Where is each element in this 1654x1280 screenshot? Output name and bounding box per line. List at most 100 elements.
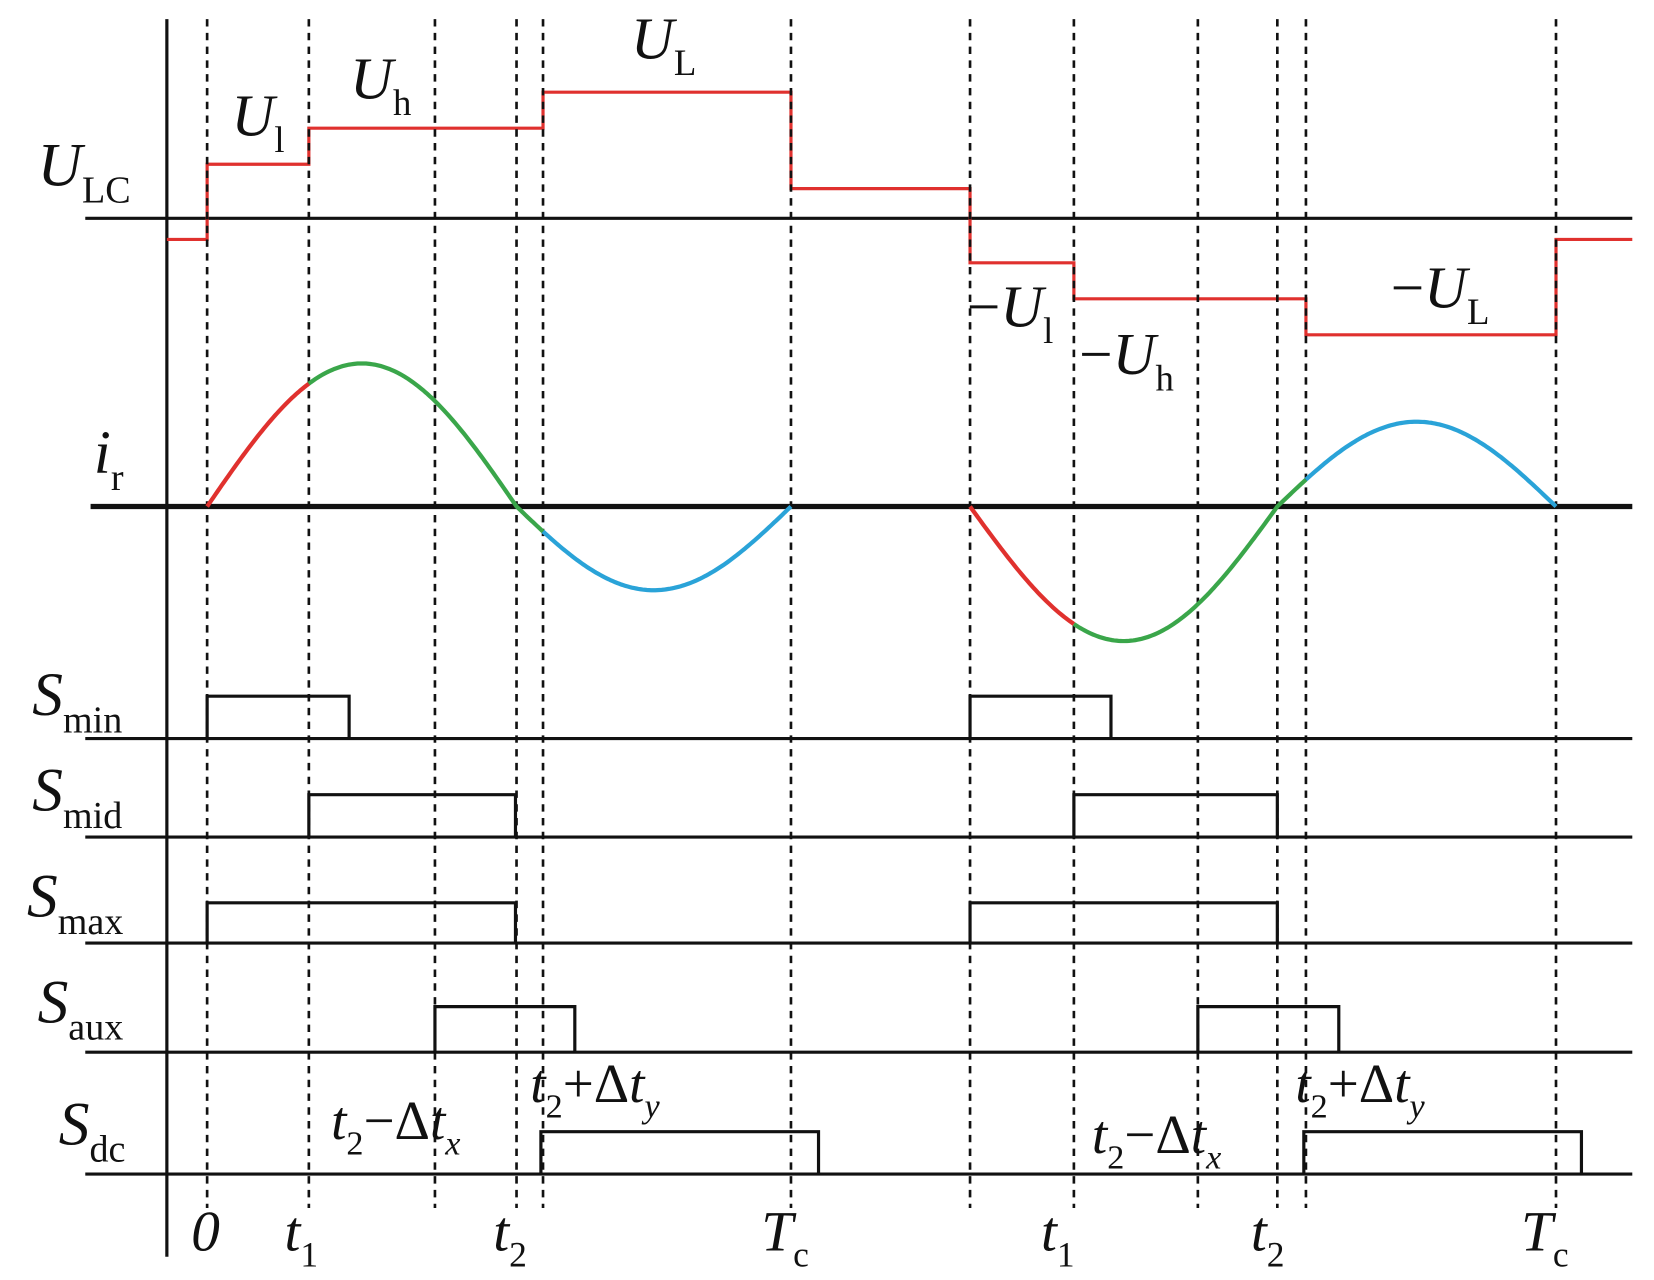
level-label-part: l [274, 119, 284, 160]
switch-pulse [1196, 1005, 1341, 1053]
annotation-part: 2 [546, 1088, 563, 1125]
level-label-part: − [1079, 321, 1112, 387]
signal-label-part: aux [68, 1007, 123, 1049]
time-label-part: T [1521, 1200, 1557, 1263]
signal-label-part: mid [63, 795, 122, 837]
switch-pulse [968, 694, 1113, 739]
time-label-part: 0 [191, 1200, 220, 1263]
time-label-part: t [1041, 1200, 1059, 1263]
level-label-part: L [674, 42, 696, 83]
switch-pulse [205, 901, 518, 944]
annotation-part: t [1191, 1104, 1208, 1165]
time-label-part: t [284, 1200, 302, 1263]
level-label-part: L [1467, 291, 1489, 332]
annotation-part: t [331, 1090, 348, 1151]
annotation-part: −Δ [1124, 1104, 1190, 1165]
annotation-part: +Δ [1328, 1053, 1394, 1114]
level-label-part: h [1156, 358, 1174, 399]
signal-label: Smin [32, 661, 122, 741]
level-label-part: U [1113, 321, 1160, 387]
switch-pulse [1072, 793, 1279, 838]
annotation-part: t [530, 1053, 547, 1114]
annotation-part: −Δ [363, 1090, 429, 1151]
signal-label-part: S [32, 757, 63, 825]
level-label-part: − [967, 273, 1000, 339]
time-label: 0 [191, 1200, 220, 1263]
current-segment [307, 361, 545, 534]
annotation: t2+Δty [530, 1053, 660, 1125]
level-label-part: U [232, 83, 279, 149]
level-label-part: − [1391, 254, 1424, 320]
annotation-part: x [444, 1126, 460, 1163]
annotation: t2−Δtx [1092, 1104, 1221, 1176]
level-label: Uh [350, 46, 411, 124]
switch-pulse [539, 1130, 821, 1175]
annotation-part: y [641, 1088, 660, 1125]
annotation-part: t [1394, 1053, 1411, 1114]
time-label-part: 2 [509, 1234, 527, 1274]
switch-pulse [968, 901, 1279, 944]
time-label-part: t [1251, 1200, 1269, 1263]
time-label: Tc [1521, 1200, 1569, 1274]
switch-pulse [433, 1005, 577, 1053]
annotation-part: 2 [1107, 1139, 1124, 1176]
signal-label-part: S [59, 1090, 90, 1158]
level-label-part: U [1424, 254, 1471, 320]
level-label: −Uh [1079, 321, 1174, 399]
switch-pulse [1302, 1130, 1584, 1175]
signal-label-part: min [63, 699, 122, 741]
ulc-waveform [166, 90, 1633, 337]
level-label: Ul [232, 83, 285, 161]
signal-label: Sdc [59, 1090, 126, 1170]
annotation-part: y [1407, 1088, 1426, 1125]
signal-label-part: dc [90, 1129, 126, 1171]
time-label: t1 [1041, 1200, 1075, 1274]
annotation: t2−Δtx [331, 1090, 460, 1162]
signal-label: ULC [38, 131, 131, 211]
signal-label-part: max [58, 901, 124, 943]
annotation-part: x [1205, 1139, 1221, 1176]
current-segment [541, 504, 793, 593]
static-lines [85, 19, 1633, 1257]
level-label-part: U [1000, 273, 1047, 339]
level-label-part: U [350, 46, 397, 112]
signal-label-part: S [27, 863, 58, 931]
time-label-part: c [793, 1234, 809, 1274]
time-label: Tc [761, 1200, 809, 1274]
time-label: t2 [493, 1200, 527, 1274]
time-label-part: T [761, 1200, 797, 1263]
level-label-part: U [631, 5, 678, 71]
time-label: t2 [1251, 1200, 1285, 1274]
current-segment [1072, 478, 1308, 644]
signal-label-part: U [38, 131, 86, 199]
level-label-part: h [393, 82, 411, 123]
signal-label: Saux [38, 969, 124, 1049]
level-label: −UL [1391, 254, 1490, 332]
annotation-part: t [430, 1090, 447, 1151]
current-segment [205, 381, 311, 508]
signal-label: Smid [32, 757, 122, 837]
level-label-part: l [1043, 310, 1053, 351]
level-label: −Ul [967, 273, 1054, 351]
signal-label-part: r [111, 457, 124, 499]
time-label-part: 2 [1267, 1234, 1285, 1274]
annotation-part: 2 [346, 1126, 363, 1163]
level-label: UL [631, 5, 696, 83]
annotation-part: t [629, 1053, 646, 1114]
time-label-part: t [493, 1200, 511, 1263]
annotation-part: t [1092, 1104, 1109, 1165]
annotation: t2+Δty [1295, 1053, 1425, 1125]
switch-pulse [205, 694, 351, 739]
current-segment [968, 505, 1076, 626]
switch-pulse [307, 793, 518, 838]
time-label: t1 [284, 1200, 318, 1274]
signal-label-part: i [94, 419, 111, 487]
current-segment [1304, 419, 1558, 509]
signal-label-part: S [38, 969, 69, 1037]
signal-label: ir [94, 419, 124, 499]
time-label-part: 1 [300, 1234, 318, 1274]
signal-label: Smax [27, 863, 123, 943]
time-label-part: c [1553, 1234, 1569, 1274]
signal-label-part: LC [82, 170, 131, 212]
